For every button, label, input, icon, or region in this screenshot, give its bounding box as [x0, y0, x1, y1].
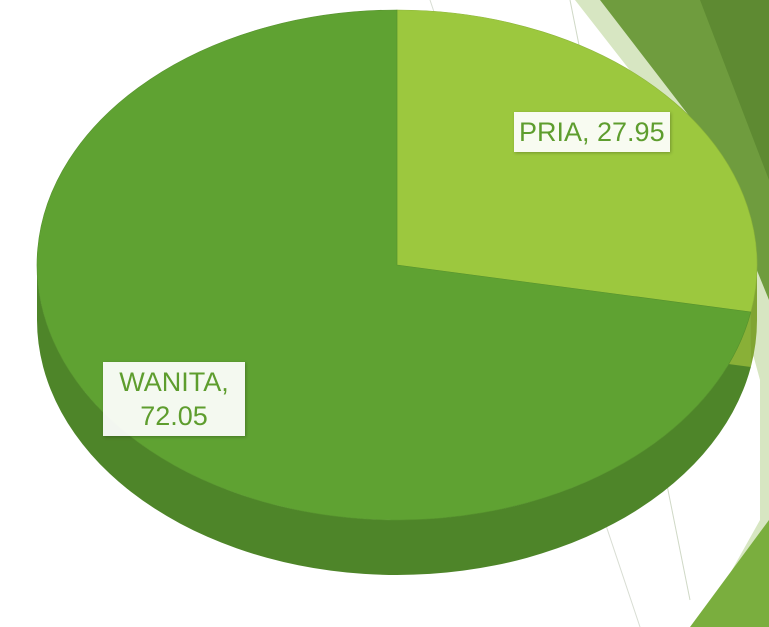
slice-side — [37, 265, 751, 576]
slice — [396, 9, 758, 313]
data-label: PRIA, 27.95 — [514, 112, 670, 152]
data-label: WANITA, 72.05 — [103, 362, 245, 436]
